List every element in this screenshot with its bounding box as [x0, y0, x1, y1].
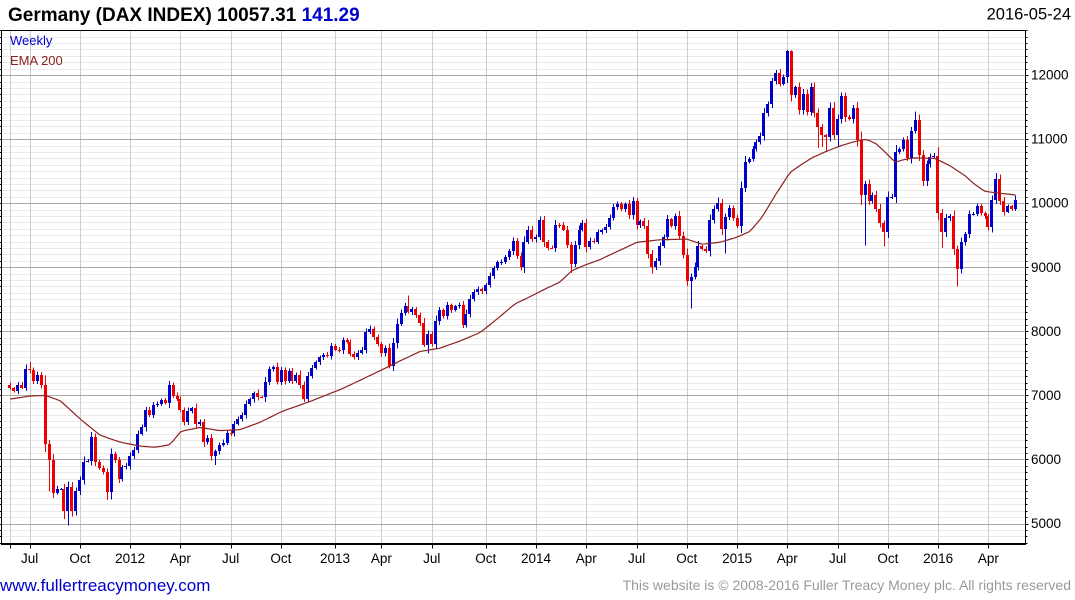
svg-text:Oct: Oct	[877, 551, 898, 566]
svg-text:Jul: Jul	[222, 551, 239, 566]
svg-text:Weekly: Weekly	[10, 33, 53, 48]
svg-text:Apr: Apr	[576, 551, 598, 566]
svg-text:Jul: Jul	[829, 551, 846, 566]
svg-text:2016-05-24: 2016-05-24	[987, 6, 1071, 24]
svg-text:Oct: Oct	[69, 551, 90, 566]
svg-text:Apr: Apr	[777, 551, 799, 566]
svg-text:2012: 2012	[115, 551, 145, 566]
svg-text:EMA 200: EMA 200	[10, 53, 63, 68]
svg-text:7000: 7000	[1031, 388, 1061, 403]
svg-text:2014: 2014	[521, 551, 552, 566]
svg-text:2013: 2013	[320, 551, 350, 566]
svg-text:Oct: Oct	[270, 551, 291, 566]
svg-text:Apr: Apr	[371, 551, 393, 566]
svg-text:This website is © 2008-2016 Fu: This website is © 2008-2016 Fuller Treac…	[623, 577, 1071, 593]
svg-text:www.fullertreacymoney.com: www.fullertreacymoney.com	[0, 576, 210, 595]
svg-text:5000: 5000	[1031, 516, 1061, 531]
svg-text:Oct: Oct	[676, 551, 697, 566]
svg-text:Apr: Apr	[170, 551, 192, 566]
svg-text:Jul: Jul	[21, 551, 38, 566]
svg-text:11000: 11000	[1031, 132, 1068, 147]
svg-text:2015: 2015	[722, 551, 752, 566]
svg-text:Apr: Apr	[978, 551, 1000, 566]
svg-text:6000: 6000	[1031, 452, 1061, 467]
svg-text:9000: 9000	[1031, 260, 1061, 275]
svg-text:Jul: Jul	[423, 551, 440, 566]
svg-text:Oct: Oct	[475, 551, 496, 566]
svg-text:Jul: Jul	[628, 551, 645, 566]
svg-text:8000: 8000	[1031, 324, 1061, 339]
svg-text:2016: 2016	[923, 551, 953, 566]
svg-text:10000: 10000	[1031, 196, 1069, 211]
svg-text:12000: 12000	[1031, 68, 1069, 83]
svg-text:Germany (DAX INDEX) 10057.31 1: Germany (DAX INDEX) 10057.31 141.29	[8, 5, 360, 26]
